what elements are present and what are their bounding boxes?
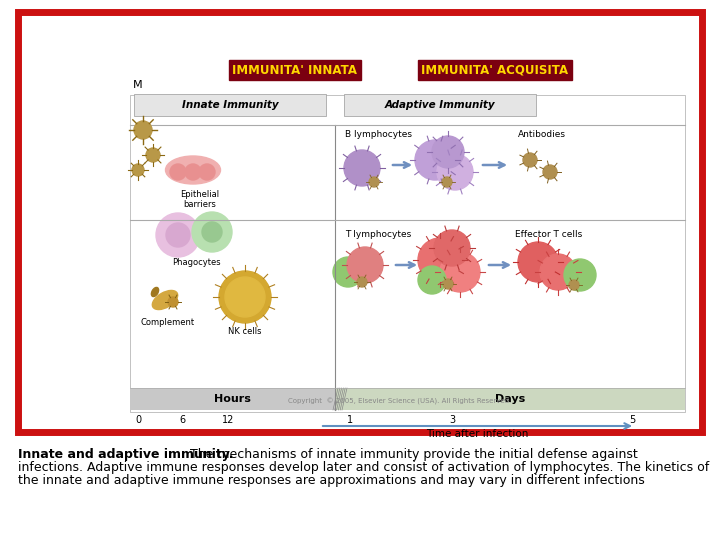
Text: Complement: Complement xyxy=(141,318,195,327)
Circle shape xyxy=(543,165,557,179)
Circle shape xyxy=(170,164,186,180)
Text: NK cells: NK cells xyxy=(228,327,262,336)
Text: Hours: Hours xyxy=(214,394,251,404)
Ellipse shape xyxy=(151,287,158,296)
Circle shape xyxy=(156,213,200,257)
Circle shape xyxy=(442,177,452,187)
Circle shape xyxy=(168,297,178,307)
Circle shape xyxy=(333,257,363,287)
Circle shape xyxy=(192,212,232,252)
Text: 3: 3 xyxy=(449,415,455,425)
Text: Adaptive Immunity: Adaptive Immunity xyxy=(384,100,495,110)
Ellipse shape xyxy=(153,291,178,309)
Text: Innate Immunity: Innate Immunity xyxy=(181,100,279,110)
Text: Antibodies: Antibodies xyxy=(518,130,566,139)
Circle shape xyxy=(518,242,558,282)
Ellipse shape xyxy=(166,156,220,184)
Circle shape xyxy=(569,280,579,290)
Text: Days: Days xyxy=(495,394,525,404)
Circle shape xyxy=(434,230,470,266)
Circle shape xyxy=(225,277,265,317)
Circle shape xyxy=(202,222,222,242)
Circle shape xyxy=(132,164,144,176)
Text: 12: 12 xyxy=(222,415,234,425)
Circle shape xyxy=(146,148,160,162)
Circle shape xyxy=(134,121,152,139)
Circle shape xyxy=(540,254,576,290)
Circle shape xyxy=(440,252,480,292)
Bar xyxy=(335,388,685,410)
Text: T lymphocytes: T lymphocytes xyxy=(345,230,411,239)
Text: Phagocytes: Phagocytes xyxy=(171,258,220,267)
Text: 1: 1 xyxy=(347,415,353,425)
Text: IMMUNITA' ACQUISITA: IMMUNITA' ACQUISITA xyxy=(421,64,569,77)
Text: the innate and adaptive immune responses are approximations and may vary in diff: the innate and adaptive immune responses… xyxy=(18,474,644,487)
Circle shape xyxy=(432,136,464,168)
Circle shape xyxy=(347,247,383,283)
Circle shape xyxy=(418,266,446,294)
Circle shape xyxy=(219,271,271,323)
Text: The mechanisms of innate immunity provide the initial defense against: The mechanisms of innate immunity provid… xyxy=(186,448,638,461)
Circle shape xyxy=(418,238,462,282)
Circle shape xyxy=(564,259,596,291)
Circle shape xyxy=(437,154,473,190)
Text: M: M xyxy=(133,80,143,90)
Text: 6: 6 xyxy=(179,415,185,425)
Text: 0: 0 xyxy=(135,415,141,425)
FancyBboxPatch shape xyxy=(134,94,326,116)
Circle shape xyxy=(369,177,379,187)
Text: Effector T cells: Effector T cells xyxy=(515,230,582,239)
Bar xyxy=(18,12,702,432)
Circle shape xyxy=(199,164,215,180)
Circle shape xyxy=(344,150,380,186)
Circle shape xyxy=(166,223,190,247)
Text: Epithelial
barriers: Epithelial barriers xyxy=(181,190,220,210)
Text: IMMUNITA' INNATA: IMMUNITA' INNATA xyxy=(233,64,358,77)
Text: 5: 5 xyxy=(629,415,635,425)
Circle shape xyxy=(415,140,455,180)
Circle shape xyxy=(523,153,537,167)
Text: Copyright  © 2005, Elsevier Science (USA). All Rights Reserved.: Copyright © 2005, Elsevier Science (USA)… xyxy=(289,398,512,405)
Circle shape xyxy=(443,279,453,289)
Bar xyxy=(130,388,335,410)
Circle shape xyxy=(357,277,367,287)
Text: infections. Adaptive immune responses develop later and consist of activation of: infections. Adaptive immune responses de… xyxy=(18,461,709,474)
Text: B lymphocytes: B lymphocytes xyxy=(345,130,412,139)
FancyBboxPatch shape xyxy=(344,94,536,116)
Circle shape xyxy=(185,164,201,180)
Bar xyxy=(130,95,685,412)
Text: Innate and adaptive immunity.: Innate and adaptive immunity. xyxy=(18,448,233,461)
Text: Time after infection: Time after infection xyxy=(426,429,528,439)
